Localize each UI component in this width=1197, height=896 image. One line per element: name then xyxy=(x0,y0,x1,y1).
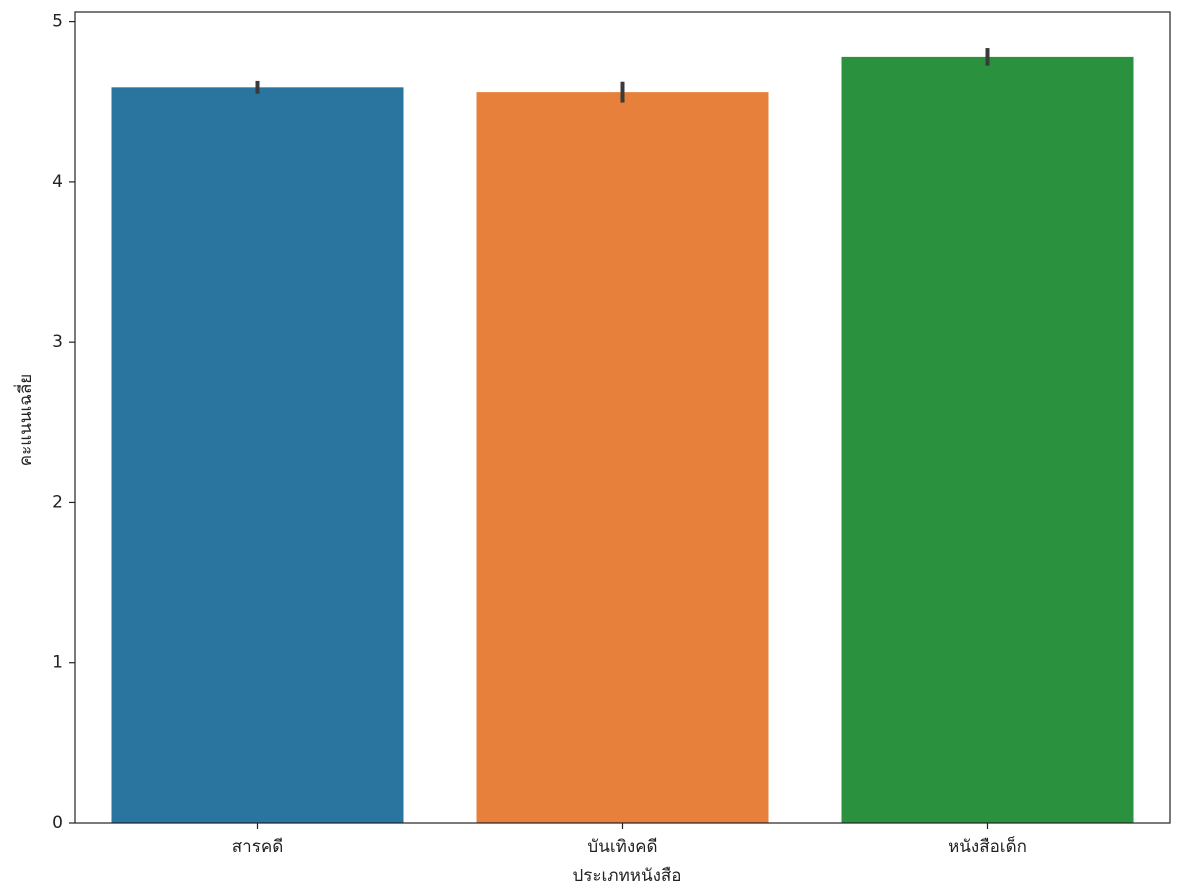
y-tick-label: 0 xyxy=(52,813,63,833)
bar xyxy=(476,92,769,824)
x-tick-label: หนังสือเด็ก xyxy=(948,835,1027,857)
y-tick-label: 1 xyxy=(52,653,63,673)
bar xyxy=(111,87,404,824)
y-tick-label: 4 xyxy=(52,172,63,192)
y-tick-label: 3 xyxy=(52,332,63,352)
x-axis-label: ประเภทหนังสือ xyxy=(573,866,682,886)
x-tick-label: บันเทิงคดี xyxy=(587,837,657,857)
y-axis-label: คะแนนเฉลี่ย xyxy=(13,374,36,466)
x-tick-label: สารคดี xyxy=(232,837,283,857)
y-tick-label: 5 xyxy=(52,12,63,32)
y-tick-label: 2 xyxy=(52,492,63,512)
bar xyxy=(841,56,1134,824)
plot-frame xyxy=(74,11,1171,824)
